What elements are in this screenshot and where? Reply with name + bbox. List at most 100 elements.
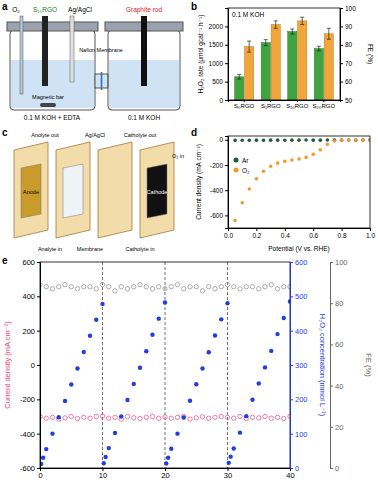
tick: 0: [38, 468, 42, 480]
tick: 40: [330, 382, 343, 391]
point: [276, 161, 280, 165]
tick: -200: [210, 162, 228, 169]
point: [297, 157, 301, 161]
y-axis: -600-400-2000: [210, 136, 229, 228]
y-axis: -600-400-2000200400600: [20, 258, 41, 473]
tick: 80: [330, 299, 343, 308]
label: Ag/AgCl: [68, 6, 92, 14]
label: Anode: [23, 189, 39, 195]
point: [138, 366, 142, 370]
cycle-boundary: [102, 262, 103, 468]
point: [194, 382, 198, 386]
tick: 500: [212, 78, 228, 85]
point: [100, 282, 104, 286]
point: [250, 397, 254, 401]
x-axis: S₀RGOS₁RGOS₁₀RGOS₂₀RGO: [229, 100, 341, 109]
axis-line: [331, 263, 334, 469]
point: [200, 366, 204, 370]
point: [107, 446, 111, 450]
point: [200, 289, 204, 293]
point: [169, 416, 173, 420]
tick-label: 0.4: [281, 232, 290, 239]
point: [282, 316, 286, 320]
point: [244, 414, 248, 418]
point: [311, 138, 315, 142]
cathode-plate: [147, 164, 167, 218]
tick-mark: [330, 344, 333, 345]
point: [232, 446, 236, 450]
axis-line: [229, 229, 371, 232]
point: [240, 138, 244, 142]
panel-label: d: [191, 127, 197, 138]
tick-label: -200: [20, 395, 35, 404]
points: [233, 138, 370, 222]
bar: [314, 48, 323, 100]
tick: 20: [161, 468, 169, 480]
tick-label: 30: [224, 471, 232, 480]
y2-axis-title: H₂O₂ concentration (mmol L⁻¹): [318, 314, 327, 417]
axis-line: [37, 263, 41, 469]
tick-mark: [330, 468, 333, 469]
tick-mark: [37, 331, 40, 332]
point: [207, 350, 211, 354]
tick-mark: [225, 82, 228, 83]
point: [255, 177, 259, 181]
tick-label: 0: [295, 464, 299, 473]
tick: S₁₀RGO: [286, 100, 309, 109]
tick-label: 0: [31, 361, 35, 370]
point: [132, 416, 136, 420]
tick-mark: [37, 365, 40, 366]
panel-label: e: [2, 255, 8, 266]
point: [213, 415, 217, 419]
point: [275, 287, 279, 291]
point: [219, 285, 223, 289]
tick-mark: [225, 165, 228, 166]
point: [194, 416, 198, 420]
point: [263, 285, 267, 289]
point: [311, 152, 315, 156]
point: [354, 138, 358, 142]
y3-axis: 020406080100: [330, 258, 348, 473]
point: [63, 399, 67, 403]
point: [132, 382, 136, 386]
tick-label: 50: [345, 97, 353, 104]
point: [82, 285, 86, 289]
point: [262, 138, 266, 142]
point: [282, 285, 286, 289]
point: [163, 415, 167, 419]
tick: 0: [219, 97, 228, 104]
tick: 0: [219, 136, 228, 143]
label: Catholyte in: [125, 246, 154, 252]
point: [88, 334, 92, 338]
point: [113, 289, 117, 293]
point: [163, 287, 167, 291]
x-axis: 010203040: [38, 468, 294, 480]
bar: [288, 32, 297, 100]
axis-line: [341, 9, 344, 101]
tick-mark: [290, 399, 293, 400]
tick: 0.6: [309, 228, 318, 239]
point: [163, 300, 167, 304]
point: [75, 416, 79, 420]
label: O₂: [12, 6, 20, 13]
point: [207, 285, 211, 289]
tick: 0: [330, 464, 339, 473]
legend-label: O₂: [242, 167, 250, 174]
label: Catholyte out: [124, 132, 157, 138]
tick: 10: [99, 468, 107, 480]
y2-axis-title: FE (%): [366, 44, 374, 64]
point: [219, 414, 223, 418]
tick-label: -200: [210, 162, 223, 169]
point: [225, 415, 229, 419]
tick-label: 1000: [209, 60, 224, 67]
electrolyte: [11, 60, 94, 108]
point: [304, 138, 308, 142]
point: [282, 416, 286, 420]
label: 0.1 M KOH + EDTA: [24, 114, 81, 121]
tick-label: 300: [295, 361, 308, 370]
point: [94, 287, 98, 291]
point: [88, 285, 92, 289]
point: [150, 287, 154, 291]
legend-marker: [234, 158, 239, 163]
tick-mark: [244, 100, 245, 102]
